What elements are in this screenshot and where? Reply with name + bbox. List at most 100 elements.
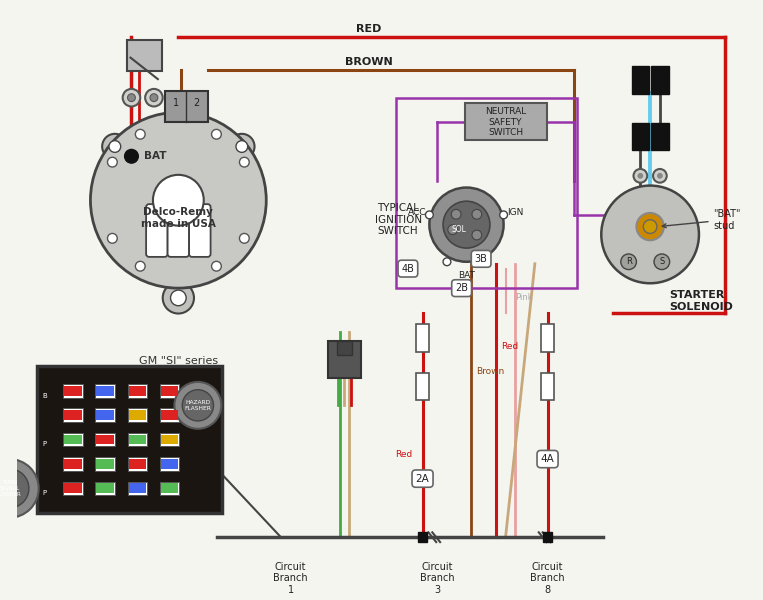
Circle shape — [657, 173, 663, 179]
Bar — [632, 123, 649, 151]
Text: ACC: ACC — [408, 208, 427, 217]
Bar — [95, 408, 115, 422]
Bar — [159, 408, 179, 422]
Bar — [64, 459, 82, 469]
Bar — [161, 459, 179, 469]
Circle shape — [426, 211, 433, 219]
Text: TURN
SIGNAL
FLASHER: TURN SIGNAL FLASHER — [0, 480, 21, 497]
Bar — [96, 484, 114, 493]
Text: GM "SI" series: GM "SI" series — [139, 356, 218, 367]
Text: 4B: 4B — [401, 263, 414, 274]
Text: B: B — [42, 392, 47, 398]
Bar — [95, 384, 115, 398]
Bar — [651, 123, 668, 151]
Bar — [127, 457, 147, 471]
Circle shape — [653, 169, 667, 182]
Circle shape — [601, 185, 699, 283]
Circle shape — [175, 382, 221, 429]
Text: IGN: IGN — [507, 208, 523, 217]
Circle shape — [123, 89, 140, 106]
Bar — [64, 410, 82, 420]
Bar — [465, 103, 546, 140]
Circle shape — [633, 169, 647, 182]
Bar — [95, 457, 115, 471]
Circle shape — [654, 254, 670, 269]
Circle shape — [240, 157, 250, 167]
FancyBboxPatch shape — [416, 373, 430, 400]
Bar — [64, 386, 82, 395]
Bar — [417, 532, 427, 542]
Circle shape — [153, 175, 204, 226]
Circle shape — [171, 290, 186, 306]
Bar — [96, 459, 114, 469]
Bar — [632, 67, 649, 94]
Circle shape — [448, 225, 458, 235]
Circle shape — [236, 140, 248, 152]
Bar — [651, 67, 668, 94]
Text: SOL: SOL — [451, 225, 466, 234]
Text: Circuit
Branch
1: Circuit Branch 1 — [273, 562, 308, 595]
Text: Delco-Remy
made in USA: Delco-Remy made in USA — [141, 207, 216, 229]
Text: BAT: BAT — [144, 151, 166, 161]
Bar — [161, 386, 179, 395]
Bar — [95, 433, 115, 446]
Circle shape — [109, 140, 121, 152]
Text: 2: 2 — [193, 98, 199, 107]
FancyBboxPatch shape — [127, 40, 162, 71]
Text: RED: RED — [356, 25, 382, 34]
Bar — [127, 408, 147, 422]
Bar — [159, 433, 179, 446]
Text: R: R — [626, 257, 632, 266]
FancyBboxPatch shape — [541, 324, 555, 352]
Text: 3B: 3B — [475, 254, 488, 264]
Bar — [63, 457, 82, 471]
Text: P: P — [43, 490, 47, 496]
Circle shape — [135, 130, 145, 139]
Bar — [159, 482, 179, 495]
Circle shape — [0, 459, 39, 518]
Text: NEUTRAL
SAFETY
SWITCH: NEUTRAL SAFETY SWITCH — [485, 107, 526, 137]
Bar — [128, 434, 146, 445]
Circle shape — [240, 233, 250, 243]
Bar — [63, 433, 82, 446]
Bar — [161, 434, 179, 445]
Text: HAZARD
FLASHER: HAZARD FLASHER — [185, 400, 211, 411]
Circle shape — [108, 157, 118, 167]
Bar — [128, 386, 146, 395]
Bar — [96, 434, 114, 445]
Circle shape — [472, 230, 481, 240]
Bar — [161, 410, 179, 420]
Circle shape — [163, 282, 194, 314]
Circle shape — [430, 188, 504, 262]
Circle shape — [443, 258, 451, 266]
Circle shape — [472, 209, 481, 219]
FancyBboxPatch shape — [189, 204, 211, 257]
Bar — [63, 482, 82, 495]
Bar — [161, 484, 179, 493]
Bar — [37, 366, 222, 513]
Circle shape — [500, 211, 507, 219]
Circle shape — [643, 220, 657, 233]
Circle shape — [150, 94, 158, 101]
Bar — [96, 410, 114, 420]
Circle shape — [637, 173, 643, 179]
Circle shape — [211, 130, 221, 139]
Bar — [128, 459, 146, 469]
Bar — [128, 484, 146, 493]
Circle shape — [135, 262, 145, 271]
Circle shape — [229, 134, 255, 159]
Text: 2B: 2B — [455, 283, 468, 293]
Text: P: P — [43, 442, 47, 448]
Text: BROWN: BROWN — [345, 56, 393, 67]
Text: TYPICAL
IGNITION
SWITCH: TYPICAL IGNITION SWITCH — [375, 203, 422, 236]
Circle shape — [451, 209, 461, 219]
Text: 2A: 2A — [416, 473, 430, 484]
Bar — [165, 91, 208, 122]
FancyBboxPatch shape — [416, 324, 430, 352]
Bar — [128, 410, 146, 420]
Bar — [64, 434, 82, 445]
Circle shape — [211, 262, 221, 271]
Bar — [396, 98, 577, 288]
Circle shape — [108, 233, 118, 243]
FancyBboxPatch shape — [541, 373, 555, 400]
